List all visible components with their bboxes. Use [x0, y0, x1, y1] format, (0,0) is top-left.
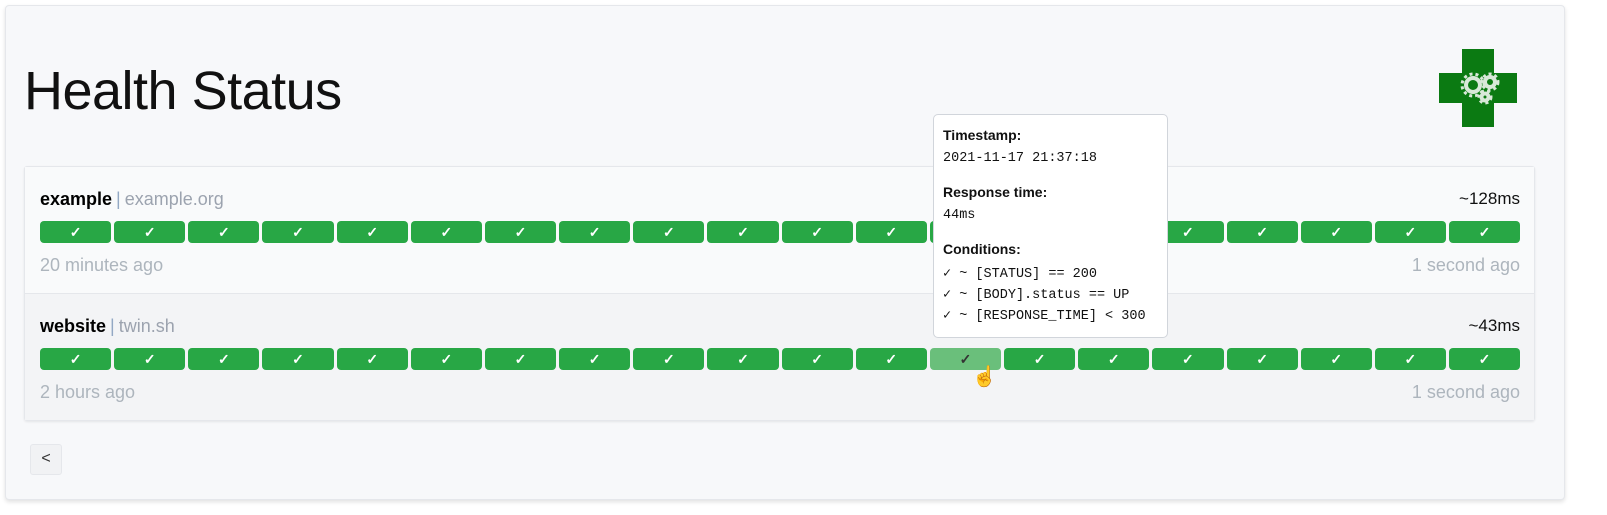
result-bars: ✓✓✓✓✓✓✓✓✓✓✓✓✓✓✓✓✓✓✓✓ [40, 348, 1521, 370]
condition-item: ✓ ~ [BODY].status == UP [943, 288, 1130, 303]
result-bar-success[interactable]: ✓ [1374, 348, 1446, 370]
result-bar-success[interactable]: ✓ [1300, 348, 1372, 370]
result-bar-success[interactable]: ✓ [929, 348, 1002, 370]
average-response-time: ~128ms [1459, 189, 1520, 208]
logo-icon [1439, 49, 1517, 127]
result-bar-success[interactable]: ✓ [262, 221, 334, 243]
service-host: example.org [124, 189, 224, 209]
result-bar-success[interactable]: ✓ [188, 221, 260, 243]
average-response-time: ~43ms [1468, 316, 1521, 335]
service-row-website: website | twin.sh ~43ms ✓ ✓ ✓ ✓ ✓ ✓ ✓ ✓ ✓ ✓ ✓ ✓ ✓ ✓ ✓ ✓ ✓ ✓… [25, 294, 1534, 420]
timestamp-value: 2021-11-17 21:37:18 [943, 151, 1097, 166]
page-title: Health Status [24, 61, 342, 121]
result-bar-success[interactable]: ✓ [559, 221, 631, 243]
service-list: example | example.org ~128ms ✓ ✓ ✓ ✓ ✓ ✓ ✓ ✓ ✓ ✓ ✓ ✓ ✓… [24, 166, 1535, 421]
result-bar-success[interactable]: ✓ [1374, 221, 1446, 243]
result-bar-success[interactable]: ✓ [633, 348, 705, 370]
result-bar-success[interactable]: ✓ [1300, 221, 1372, 243]
result-bar-success[interactable]: ✓ [40, 348, 112, 370]
result-bar-success[interactable]: ✓ [707, 221, 779, 243]
service-row-example: example | example.org ~128ms ✓ ✓ ✓ ✓ ✓ ✓ ✓ ✓ ✓ ✓ ✓ ✓ ✓… [25, 167, 1534, 294]
condition-item: ✓ ~ [STATUS] == 200 [943, 267, 1097, 282]
result-bar-success[interactable]: ✓ [855, 221, 927, 243]
response-time-label: Response time: [943, 184, 1048, 200]
timestamp-label: Timestamp: [943, 127, 1022, 143]
result-bar-success[interactable]: ✓ [262, 348, 334, 370]
result-bar-success[interactable]: ✓ [707, 348, 779, 370]
service-name: website | twin.sh [40, 316, 175, 336]
result-bar-success[interactable]: ✓ [336, 348, 408, 370]
result-bar-success[interactable]: ✓ [336, 221, 408, 243]
service-host: twin.sh [118, 316, 175, 336]
response-time-value: 44ms [943, 208, 976, 223]
service-title: example [40, 189, 113, 209]
result-bar-success[interactable]: ✓ [114, 348, 186, 370]
previous-page-button[interactable]: < [30, 444, 62, 475]
result-bar-success[interactable]: ✓ [781, 221, 853, 243]
result-bars: ✓✓✓✓✓✓✓✓✓✓✓✓✓✓✓✓✓✓✓✓ [40, 221, 1521, 243]
result-bar-success[interactable]: ✓ [1448, 221, 1521, 243]
result-bar-success[interactable]: ✓ [1152, 221, 1224, 243]
result-bar-success[interactable]: ✓ [633, 221, 705, 243]
conditions-label: Conditions: [943, 241, 1021, 257]
result-bar-success[interactable]: ✓ [1078, 348, 1150, 370]
result-bar-success[interactable]: ✓ [559, 348, 631, 370]
oldest-result-time: 20 minutes ago [40, 255, 164, 275]
result-bar-success[interactable]: ✓ [1152, 348, 1224, 370]
result-bar-success[interactable]: ✓ [484, 221, 557, 243]
result-bar-success[interactable]: ✓ [410, 221, 482, 243]
result-bar-success[interactable]: ✓ [1226, 348, 1298, 370]
service-name: example | example.org [40, 189, 224, 209]
result-bar-success[interactable]: ✓ [1004, 348, 1076, 370]
oldest-result-time: 2 hours ago [40, 382, 136, 402]
hand-cursor-icon: ☝ [972, 366, 997, 388]
result-bar-success[interactable]: ✓ [188, 348, 260, 370]
result-bar-success[interactable]: ✓ [1448, 348, 1521, 370]
result-bar-success[interactable]: ✓ [1226, 221, 1298, 243]
newest-result-time: 1 second ago [1411, 255, 1520, 275]
newest-result-time: 1 second ago [1411, 382, 1520, 402]
result-bar-success[interactable]: ✓ [484, 348, 557, 370]
result-bar-success[interactable]: ✓ [855, 348, 927, 370]
condition-item: ✓ ~ [RESPONSE_TIME] < 300 [943, 309, 1146, 324]
result-bar-success[interactable]: ✓ [40, 221, 112, 243]
result-tooltip: Timestamp: 2021-11-17 21:37:18 Response … [933, 114, 1168, 338]
service-title: website [40, 316, 107, 336]
result-bar-success[interactable]: ✓ [114, 221, 186, 243]
result-bar-success[interactable]: ✓ [781, 348, 853, 370]
result-bar-success[interactable]: ✓ [410, 348, 482, 370]
